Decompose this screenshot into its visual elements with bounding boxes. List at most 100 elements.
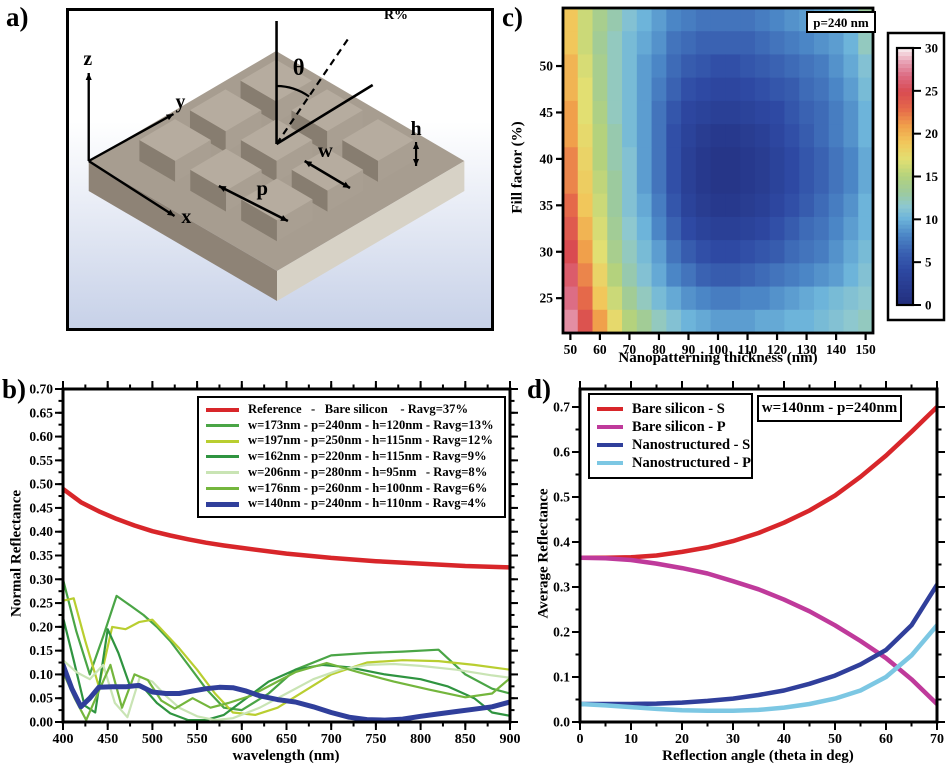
- heatmap-cell: [651, 240, 667, 264]
- heatmap-cell: [710, 193, 726, 218]
- heatmap-cell: [813, 31, 830, 55]
- panel-letter-c: c): [502, 2, 523, 32]
- heatmap-cell: [740, 100, 756, 125]
- legend-item: w=176nm - p=260nm - h=100nm - Ravg=6%: [199, 481, 504, 497]
- heatmap-cell: [799, 193, 815, 218]
- heatmap-cell: [681, 216, 697, 241]
- tick-label: 600: [231, 732, 252, 747]
- heatmap-cell: [651, 124, 667, 148]
- heatmap-cell: [799, 309, 815, 334]
- tick-label: 30: [726, 732, 740, 747]
- heatmap-cell: [858, 54, 874, 79]
- tick-label: 400: [53, 732, 74, 747]
- heatmap-cell: [710, 286, 726, 311]
- tick-label: 60: [879, 732, 893, 747]
- heatmap-cell: [725, 263, 741, 288]
- heatmap-cell: [725, 8, 741, 32]
- heatmap-cell: [622, 216, 638, 241]
- heatmap-cell: [799, 31, 815, 55]
- heatmap-cell: [577, 54, 594, 79]
- heatmap-cell: [651, 77, 667, 102]
- heatmap-cell: [725, 147, 741, 172]
- tick-label: 0.0: [553, 715, 570, 730]
- heatmap-cell: [843, 170, 859, 195]
- heatmap-cell: [813, 147, 830, 172]
- heatmap-cell: [622, 286, 638, 311]
- heatmap-cell: [710, 309, 726, 334]
- angular-ylabel: Average Reflectance: [535, 488, 552, 619]
- heatmap-xlabel: Nanopatterning thickness (nm): [618, 350, 818, 366]
- heatmap-cell: [725, 216, 741, 241]
- heatmap-cell: [799, 240, 815, 264]
- tick-label: 0.5: [553, 490, 570, 505]
- heatmap-cell: [577, 77, 594, 102]
- heatmap-cell: [710, 77, 726, 102]
- heatmap-cell: [843, 31, 859, 55]
- heatmap-cell: [769, 8, 785, 32]
- heatmap-cell: [666, 31, 682, 55]
- heatmap-cell: [651, 100, 667, 125]
- spectra-legend: Reference - Bare silicon - Ravg=37% w=173…: [197, 396, 506, 518]
- legend-swatch: [206, 486, 239, 490]
- heatmap-cell: [622, 100, 638, 125]
- spectra-xlabel: wavelength (nm): [232, 748, 340, 764]
- heatmap-cell: [563, 8, 579, 32]
- heatmap-cell: [607, 170, 623, 195]
- heatmap-cell: [843, 309, 859, 334]
- heatmap-cell: [858, 77, 874, 102]
- legend-swatch: [597, 424, 623, 430]
- heatmap-cell: [681, 31, 697, 55]
- heatmap-cell: [592, 263, 608, 288]
- dim-label-z: z: [83, 48, 92, 70]
- tick-label: 0.20: [29, 619, 53, 634]
- legend-item: Reference - Bare silicon - Ravg=37%: [199, 402, 504, 418]
- heatmap-cell: [577, 100, 594, 125]
- heatmap-cell: [710, 54, 726, 79]
- tick-label: 50: [828, 732, 842, 747]
- heatmap-cell: [666, 147, 682, 172]
- heatmap-ylabel: Fill factor (%): [509, 121, 526, 214]
- heatmap-cell: [577, 124, 594, 148]
- schematic-3d-scene: z y x θ p w h: [69, 11, 491, 328]
- tick-label: 45: [540, 105, 554, 120]
- legend-label: w=197nm - p=250nm - h=115nm - Ravg=12%: [248, 433, 493, 448]
- series-w206: [63, 659, 510, 722]
- heatmap-cell: [813, 100, 830, 125]
- heatmap-cell: [725, 100, 741, 125]
- heatmap-cell: [725, 193, 741, 218]
- heatmap-cell: [769, 77, 785, 102]
- heatmap-cell: [740, 286, 756, 311]
- heatmap-cell: [784, 263, 800, 288]
- legend-item: w=197nm - p=250nm - h=115nm - Ravg=12%: [199, 433, 504, 449]
- heatmap-cell: [695, 309, 712, 334]
- heatmap-cell: [695, 193, 712, 218]
- axis-frame: [578, 387, 939, 724]
- tick-label: 0.4: [553, 535, 570, 550]
- heatmap-cell: [784, 8, 800, 32]
- heatmap-cell: [563, 309, 579, 334]
- heatmap-cell: [813, 286, 830, 311]
- heatmap-cell: [622, 31, 638, 55]
- heatmap-cell: [843, 263, 859, 288]
- heatmap-cell: [577, 240, 594, 264]
- heatmap-cell: [754, 286, 771, 311]
- plot-area: 0 10 20 30 40 50 60 70 0.0 0.1 0.2 0.3 0.4 0.5 0.6 0.7: [553, 381, 945, 747]
- tick-label: 10: [624, 732, 638, 747]
- heatmap-cell: [681, 124, 697, 148]
- tick-label: 25: [925, 83, 939, 98]
- heatmap-cell: [636, 8, 653, 32]
- heatmap-cell: [754, 100, 771, 125]
- heatmap-cell: [769, 54, 785, 79]
- heatmap-cell: [681, 263, 697, 288]
- legend-swatch: [597, 460, 623, 466]
- tick-label: 0: [925, 298, 932, 313]
- heatmap-cell: [681, 54, 697, 79]
- heatmap-cell: [858, 170, 874, 195]
- tick-label: 130: [796, 342, 817, 357]
- tick-label: 0.45: [29, 500, 53, 515]
- legend-label: Bare silicon - P: [632, 418, 726, 435]
- heatmap-cell: [577, 147, 594, 172]
- heatmap-cell: [725, 170, 741, 195]
- heatmap-cell: [577, 31, 594, 55]
- tick-label: 5: [925, 255, 932, 270]
